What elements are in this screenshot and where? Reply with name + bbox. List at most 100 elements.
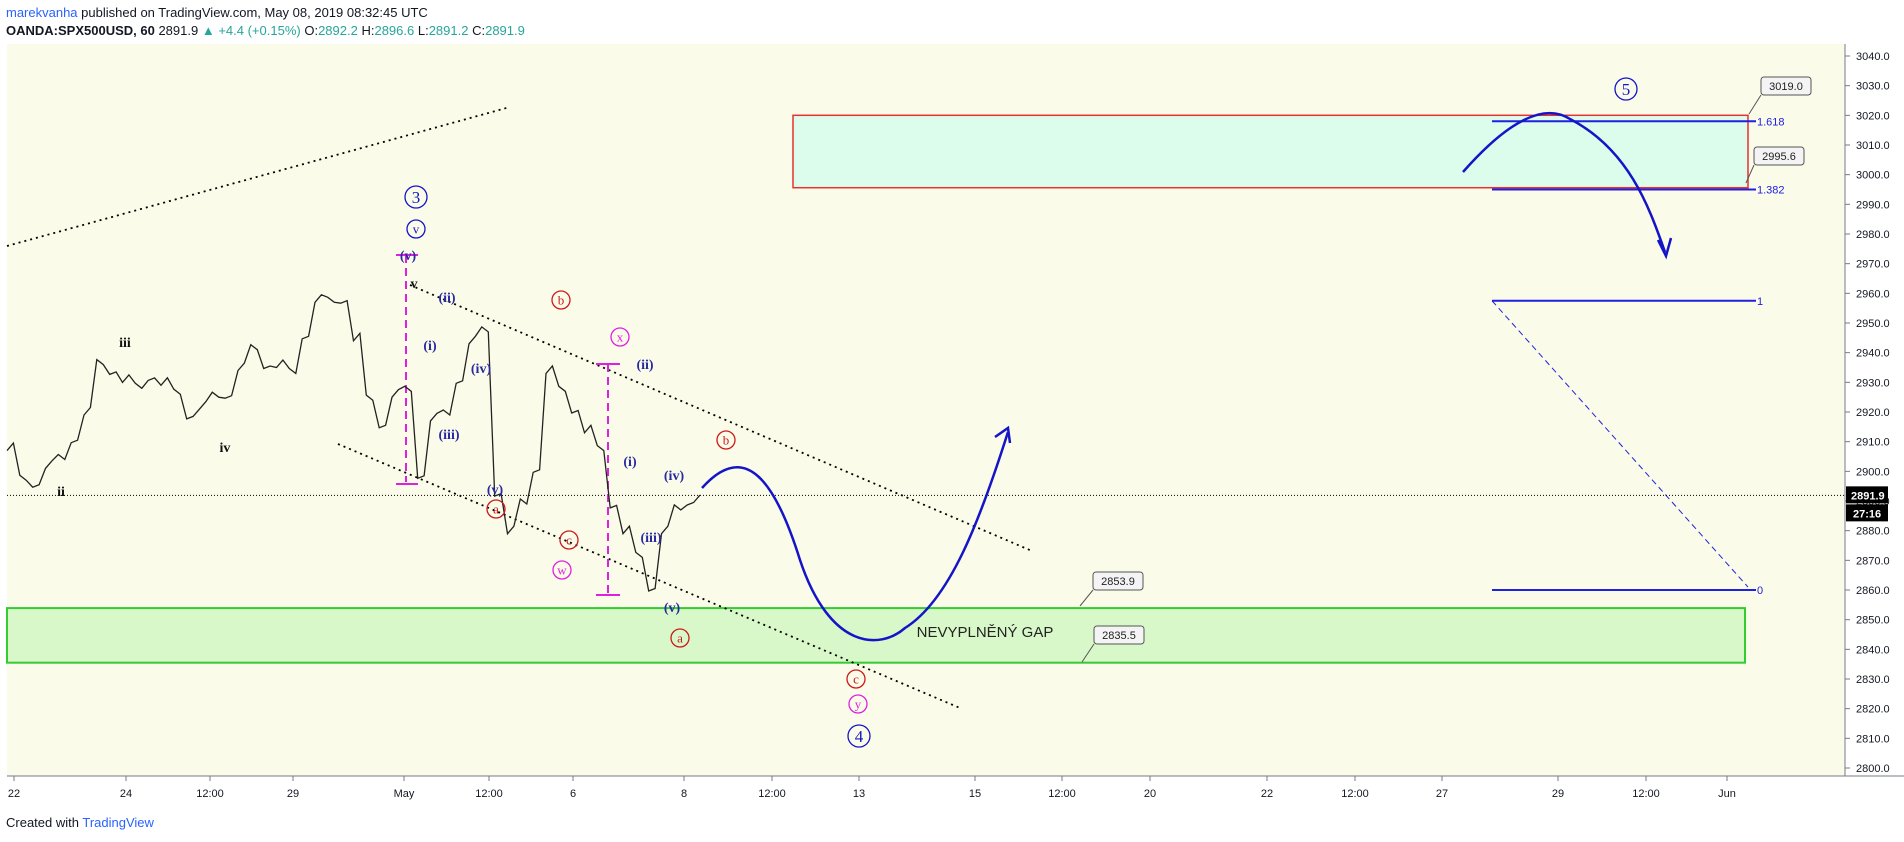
y-tick-label: 2970.0 <box>1856 259 1890 271</box>
target-zone <box>792 114 1749 189</box>
x-tick-label: 22 <box>8 788 20 800</box>
wave-label-black: ii <box>57 485 65 500</box>
ohlc-line: OANDA:SPX500USD, 60 2891.9 ▲ +4.4 (+0.15… <box>6 22 525 40</box>
wave-label-red: c <box>566 533 572 548</box>
wave-3-label-ring <box>404 185 428 209</box>
wave-label-blue: (iv) <box>471 362 492 377</box>
open-label: O: <box>304 23 319 38</box>
wave-3-label: 3 <box>412 188 421 207</box>
publish-info: published on TradingView.com, May 08, 20… <box>81 5 428 20</box>
y-tick-label: 2910.0 <box>1856 437 1890 449</box>
gap-top-callout-box <box>1092 571 1144 591</box>
gap-bottom-callout-pointer <box>1081 643 1095 663</box>
target-top-callout: 3019.0 <box>1769 81 1803 93</box>
publish-line: marekvanha published on TradingView.com,… <box>6 4 525 22</box>
fib-level-label: 1.618 <box>1757 116 1785 128</box>
tradingview-brand[interactable]: TradingView <box>82 815 154 830</box>
high-value: 2896.6 <box>374 23 415 38</box>
y-tick-label: 2940.0 <box>1856 348 1890 360</box>
symbol-label[interactable]: OANDA:SPX500USD, 60 <box>6 23 155 38</box>
created-with-label: Created with <box>6 815 79 830</box>
wave-label-blue: (iii) <box>641 531 662 546</box>
y-tick-label: 2930.0 <box>1856 377 1890 389</box>
x-tick-label: 12:00 <box>1341 788 1369 800</box>
wave-label-blue: (ii) <box>438 291 455 306</box>
gap-bottom-callout: 2835.5 <box>1102 630 1136 642</box>
wave-label-black: iv <box>220 441 231 456</box>
wave-label-magenta: y <box>855 697 862 712</box>
fib-dashed-diagonal <box>1491 300 1749 588</box>
y-tick-label: 2990.0 <box>1856 199 1890 211</box>
gap-top-callout: 2853.9 <box>1101 576 1135 588</box>
wave-label-magenta-ring <box>848 694 868 714</box>
x-tick-label: 22 <box>1261 788 1273 800</box>
y-tick-label: 2800.0 <box>1856 763 1890 775</box>
y-tick-label: 2810.0 <box>1856 733 1890 745</box>
gap-top-callout-pointer <box>1079 589 1094 607</box>
gap-label: NEVYPLNĚNÝ GAP <box>917 624 1054 641</box>
y-tick-label: 2820.0 <box>1856 704 1890 716</box>
low-value: 2891.2 <box>428 23 469 38</box>
wave-label-black: v <box>411 277 418 292</box>
target-bottom-callout: 2995.6 <box>1762 151 1796 163</box>
price-series: 2891.9 27:16 <box>6 294 1888 592</box>
wave-label-red-ring <box>846 669 866 689</box>
gap-bottom-callout-box <box>1093 625 1145 645</box>
x-tick-label: 24 <box>120 788 132 800</box>
low-label: L: <box>417 23 429 38</box>
wave-label-blue: (iii) <box>439 428 460 443</box>
fib-level-label: 1 <box>1757 296 1763 308</box>
unfilled-gap-zone <box>6 607 1746 664</box>
projection-arrowhead <box>994 425 1012 444</box>
y-tick-label: 2830.0 <box>1856 674 1890 686</box>
y-tick-label: 2840.0 <box>1856 644 1890 656</box>
x-tick-label: 20 <box>1144 788 1156 800</box>
target-top-callout-box <box>1760 76 1812 96</box>
wave5-curve <box>1462 112 1667 253</box>
wave-labels: 3 v 4 5 (v) (ii) (i) (iv) (iii) (v) (ii) (i) (iv) (ii… <box>57 77 1638 748</box>
countdown-value: 27:16 <box>1853 508 1881 520</box>
y-tick-label: 3040.0 <box>1856 51 1890 63</box>
y-tick-label: 3020.0 <box>1856 110 1890 122</box>
price-callouts: 2853.9 2835.5 3019.0 2995.6 <box>1079 76 1812 663</box>
wave-label-red: a <box>493 502 499 517</box>
fib-level-label: 0 <box>1757 585 1763 597</box>
price-axis-background <box>1845 44 1904 776</box>
y-tick-label: 3010.0 <box>1856 140 1890 152</box>
target-bottom-callout-pointer <box>1745 164 1755 184</box>
x-tick-label: 12:00 <box>1632 788 1660 800</box>
countdown-badge <box>1846 504 1888 522</box>
wave-label-black: iii <box>119 336 131 351</box>
x-tick-label: 29 <box>1552 788 1564 800</box>
y-tick-label: 3030.0 <box>1856 81 1890 93</box>
y-tick-label: 2960.0 <box>1856 288 1890 300</box>
wave-label-blue: (v) <box>400 249 417 264</box>
footer: Created with TradingView <box>6 815 154 830</box>
wave-label-red: c <box>853 672 859 687</box>
wave-label-blue: (i) <box>423 339 437 354</box>
y-tick-label: 2860.0 <box>1856 585 1890 597</box>
wave-label-blue: (i) <box>623 455 637 470</box>
y-tick-label: 2920.0 <box>1856 407 1890 419</box>
y-tick-label: 2950.0 <box>1856 318 1890 330</box>
author-link[interactable]: marekvanha <box>6 5 78 20</box>
x-tick-label: 29 <box>287 788 299 800</box>
wave-label-blue: (ii) <box>636 358 653 373</box>
wave5-arrowhead <box>1656 237 1673 260</box>
close-label: C: <box>472 23 486 38</box>
wave-label-red: b <box>723 433 730 448</box>
x-tick-label: Jun <box>1718 788 1736 800</box>
x-tick-label: 27 <box>1436 788 1448 800</box>
x-tick-label: May <box>394 788 415 800</box>
wave-label-red-ring <box>486 499 506 519</box>
high-label: H: <box>361 23 375 38</box>
wave-5-label: 5 <box>1622 80 1631 99</box>
wave-v-circle-label: v <box>413 222 420 237</box>
last-price: 2891.9 <box>158 23 199 38</box>
y-tick-label: 3000.0 <box>1856 170 1890 182</box>
x-tick-label: 12:00 <box>475 788 503 800</box>
x-tick-label: 13 <box>853 788 865 800</box>
y-tick-label: 2850.0 <box>1856 615 1890 627</box>
zones: 1.618 1.382 1 0 <box>6 114 1785 664</box>
